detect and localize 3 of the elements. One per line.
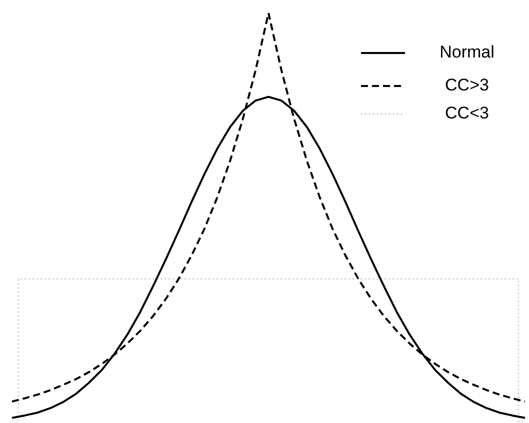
legend-label: CC>3 [445,76,489,95]
legend-label: Normal [440,42,494,62]
legend-label: CC<3 [445,104,489,123]
